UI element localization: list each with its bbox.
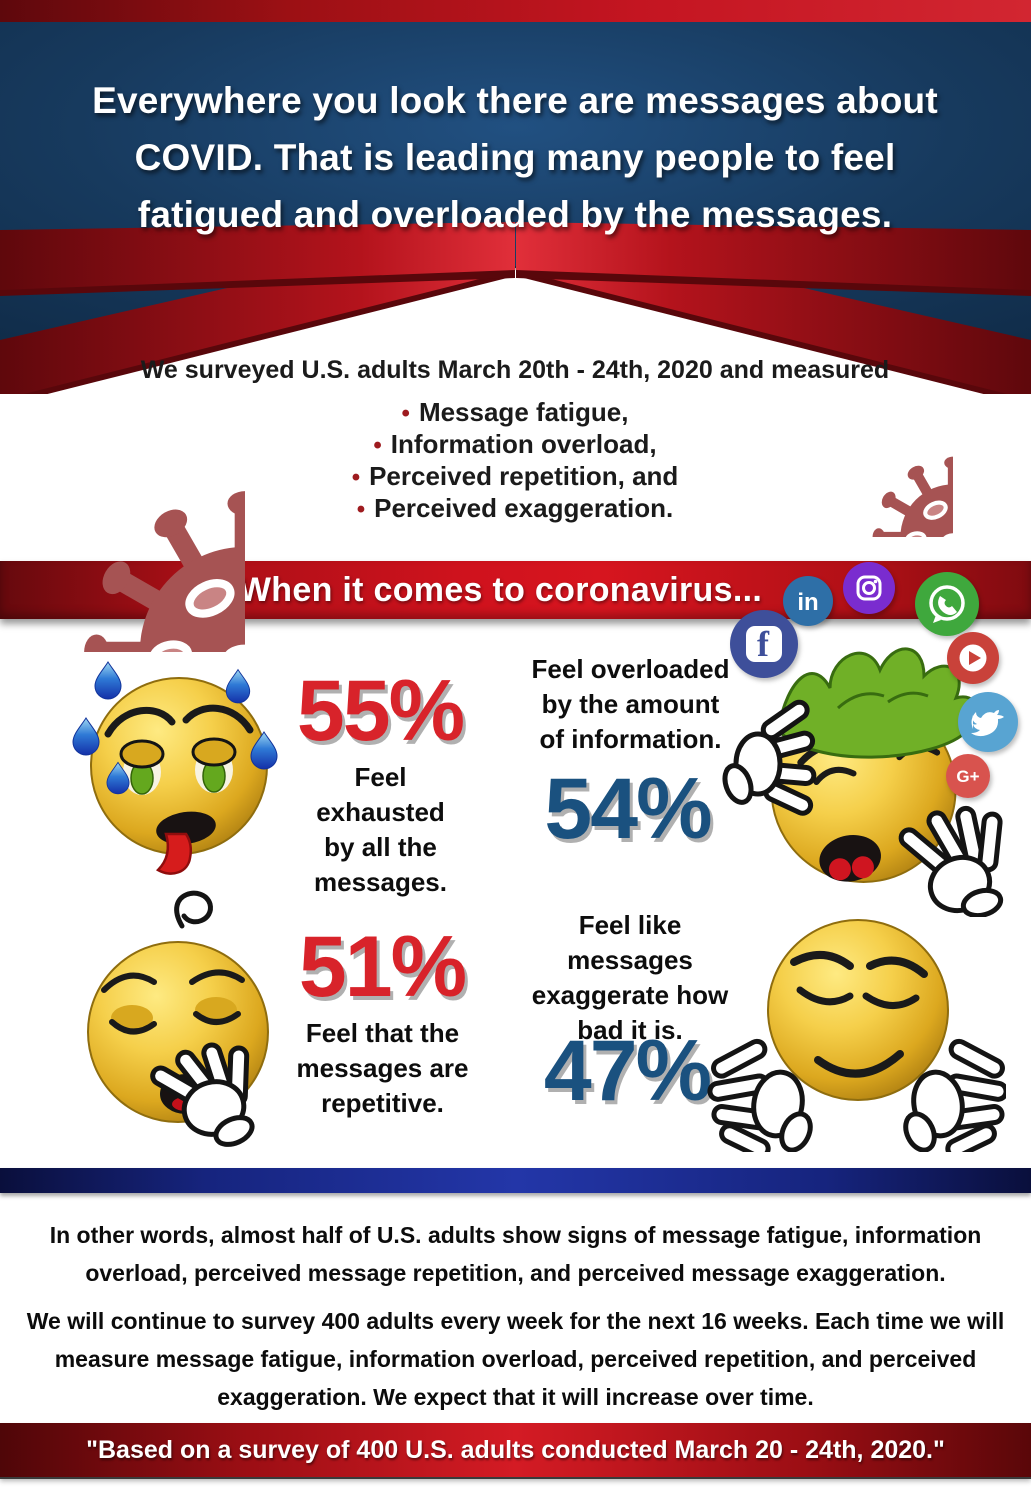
bullet-label: Information overload, <box>390 429 657 459</box>
linkedin-icon: in <box>782 575 834 632</box>
intro-lead: We surveyed U.S. adults March 20th - 24t… <box>140 356 890 384</box>
conclusion-paragraph-1: In other words, almost half of U.S. adul… <box>49 1222 982 1286</box>
footer-banner-label: "Based on a survey of 400 U.S. adults co… <box>86 1435 945 1464</box>
stat-percentage: 47% <box>543 1023 712 1119</box>
top-accent-bar <box>0 0 1031 22</box>
displeased-shrugging-face-emoji <box>707 919 1006 1152</box>
twitter-icon <box>957 691 1019 758</box>
youtube-icon <box>946 631 1000 690</box>
svg-text:G+: G+ <box>956 767 979 786</box>
bullet-label: Message fatigue, <box>418 397 629 427</box>
svg-text:f: f <box>757 624 770 664</box>
stat-label: Feel that the messages are repetitive. <box>296 1018 469 1118</box>
stat-percentage: 54% <box>544 761 712 857</box>
coronavirus-icon-large <box>0 322 245 652</box>
conclusion-paragraph-2: We will continue to survey 400 adults ev… <box>26 1308 1005 1410</box>
section-banner-label: When it comes to coronavirus... <box>238 570 763 609</box>
bullet-item: • Message fatigue, <box>115 397 915 429</box>
svg-text:in: in <box>797 589 818 616</box>
stat-label: Feel exhausted by all the messages. <box>314 762 447 897</box>
stat-label: Feel like messages exaggerate how bad it… <box>531 910 729 1045</box>
bullet-item: • Perceived repetition, and <box>115 461 915 493</box>
bullet-icon: • <box>356 496 366 523</box>
overloaded-head-clutching-face-emoji <box>722 647 1004 917</box>
stat-percentage: 55% <box>296 663 465 759</box>
stat-label: Feel overloaded by the amount of informa… <box>531 654 730 754</box>
bullet-item: • Information overload, <box>115 429 915 461</box>
stat-percentage: 51% <box>298 919 467 1015</box>
bullet-icon: • <box>401 400 410 427</box>
navy-divider-bar <box>0 1168 1031 1193</box>
yawning-face-emoji <box>87 890 269 1147</box>
bullet-icon: • <box>373 432 382 459</box>
whatsapp-icon <box>914 571 980 642</box>
bullet-icon: • <box>351 464 361 491</box>
bullet-label: Perceived exaggeration. <box>374 493 674 523</box>
google-plus-icon: G+ <box>945 753 991 804</box>
header-ribbon-graphic <box>0 22 1031 394</box>
instagram-icon <box>842 561 896 620</box>
facebook-icon: f <box>729 609 799 684</box>
footer-banner: "Based on a survey of 400 U.S. adults co… <box>0 1423 1031 1477</box>
bullet-item: • Perceived exaggeration. <box>115 493 915 525</box>
exhausted-sweating-face-emoji <box>72 661 278 875</box>
page-title: Everywhere you look there are messages a… <box>92 80 938 235</box>
bullet-label: Perceived repetition, and <box>369 461 679 491</box>
